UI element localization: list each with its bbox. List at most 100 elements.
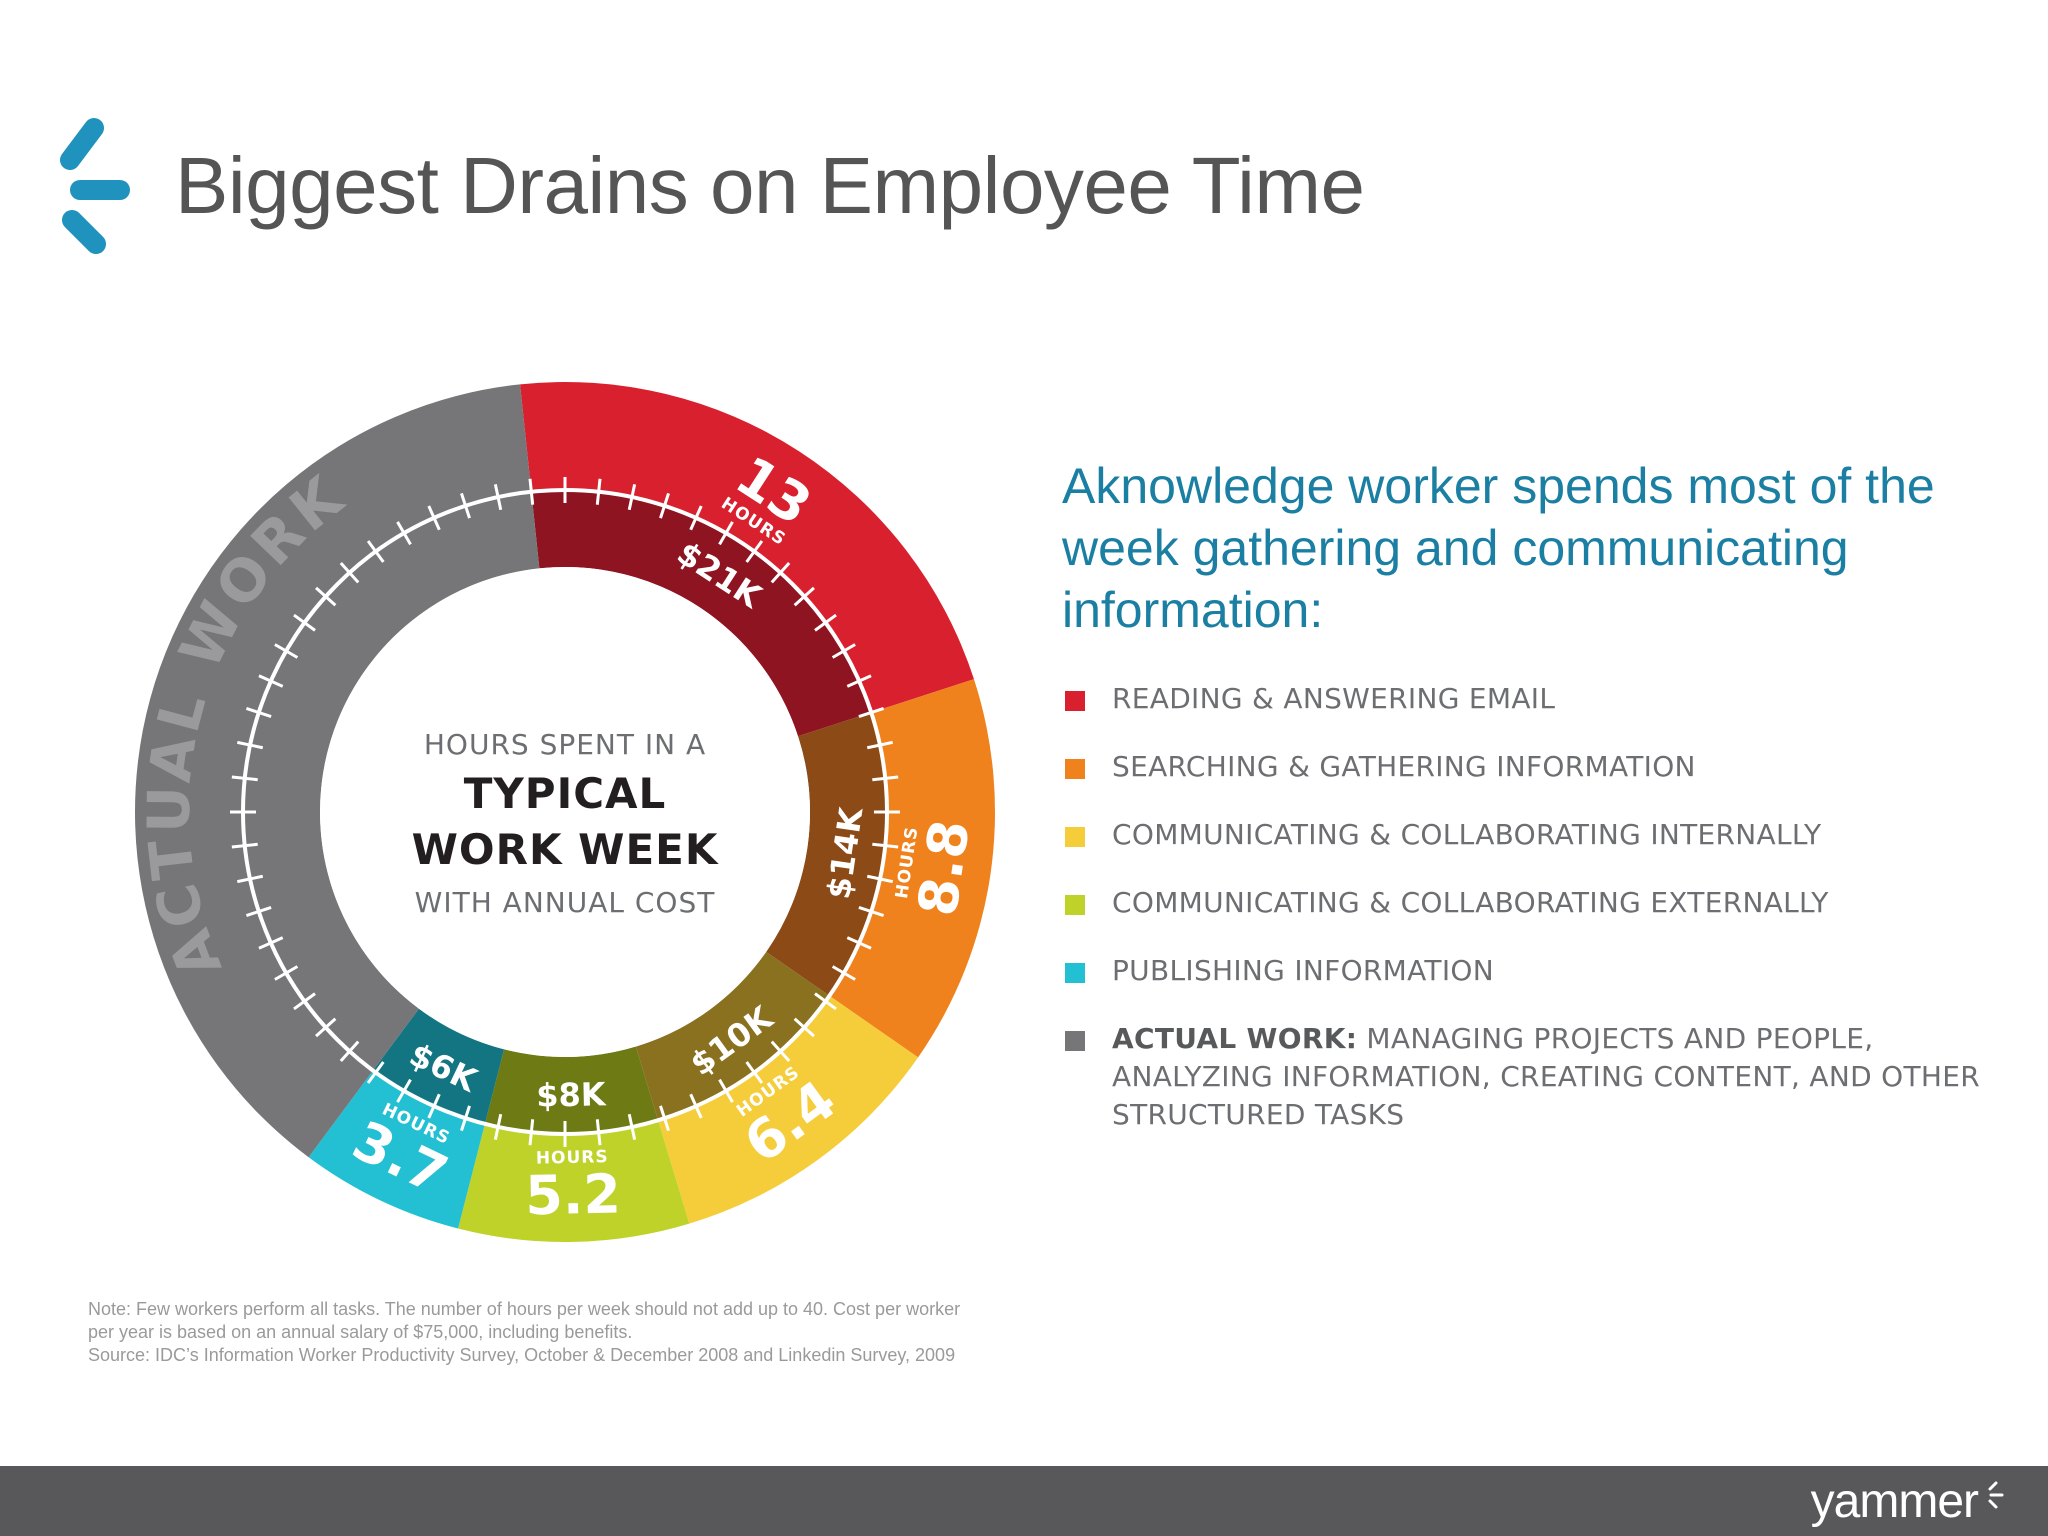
hour-tick [237, 874, 264, 884]
slice-outer-searching-gathering-information [829, 679, 995, 1058]
hour-tick [274, 643, 299, 659]
chart-center [320, 567, 810, 1057]
footer-logo: yammer [1810, 1475, 1979, 1528]
hour-tick [659, 492, 670, 519]
hour-tick [315, 1017, 337, 1038]
note-line-2: per year is based on an annual salary of… [88, 1322, 633, 1342]
hour-tick [595, 1119, 602, 1146]
slice-inner-reading-answering-email [531, 490, 872, 737]
hour-tick [858, 707, 885, 718]
donut-chart: 13HOURS$21K8.8HOURS$14K6.4HOURS$10K5.2HO… [135, 382, 995, 1242]
hour-tick [866, 740, 893, 750]
hour-tick [460, 1105, 471, 1132]
center-text-line2: TYPICAL [464, 769, 667, 818]
hour-tick [427, 1093, 441, 1119]
legend-label: ACTUAL WORK: MANAGING PROJECTS AND PEOPL… [1112, 1020, 2005, 1134]
legend-swatch [1065, 827, 1085, 847]
note-line-3: Source: IDC’s Information Worker Product… [88, 1345, 956, 1365]
legend-label-text: MANAGING PROJECTS AND PEOPLE, ANALYZING … [1112, 1022, 1980, 1131]
legend-label: PUBLISHING INFORMATION [1112, 952, 2005, 990]
hour-tick [858, 906, 885, 917]
legend-label-bold: ACTUAL WORK: [1112, 1022, 1358, 1055]
hour-tick [814, 992, 837, 1011]
footer-bar: yammer [0, 1466, 2048, 1536]
center-text-line3: WORK WEEK [412, 825, 719, 874]
legend-swatch [1065, 691, 1085, 711]
hour-tick [396, 521, 412, 546]
hour-tick [427, 505, 441, 531]
legend-label: READING & ANSWERING EMAIL [1112, 680, 2005, 718]
hour-tick [528, 478, 535, 505]
hour-tick [745, 540, 764, 563]
hour-tick [366, 1061, 385, 1084]
page-title: Biggest Drains on Employee Time [175, 141, 1365, 230]
legend-label-text: READING & ANSWERING EMAIL [1112, 682, 1556, 715]
center-text-line1: HOURS SPENT IN A [424, 728, 706, 761]
slice-inner-publishing-information [373, 1008, 505, 1124]
hour-tick [627, 1113, 637, 1140]
legend-label-text: PUBLISHING INFORMATION [1112, 954, 1494, 987]
hour-tick [689, 1093, 703, 1119]
hour-tick [493, 484, 503, 511]
chart-legend: READING & ANSWERING EMAIL SEARCHING & GAT… [1065, 680, 2005, 1164]
legend-label-text: COMMUNICATING & COLLABORATING INTERNALLY [1112, 818, 1822, 851]
slice-hours-label: 8.8 [906, 816, 982, 920]
slice-outer-communicating-collaborating-internally [658, 995, 919, 1224]
hour-tick [493, 1113, 503, 1140]
legend-label-text: SEARCHING & GATHERING INFORMATION [1112, 750, 1696, 783]
hour-tick [872, 842, 899, 849]
legend-label-text: COMMUNICATING & COLLABORATING EXTERNALLY [1112, 886, 1829, 919]
legend-label: COMMUNICATING & COLLABORATING INTERNALLY [1112, 816, 2005, 854]
hour-tick [718, 521, 734, 546]
hour-tick [237, 740, 264, 750]
hour-tick [846, 936, 872, 950]
note-line-1: Note: Few workers perform all tasks. The… [88, 1299, 961, 1319]
hour-tick [339, 562, 360, 584]
hour-tick [872, 775, 899, 782]
hour-tick [274, 965, 299, 981]
slice-outer-communicating-collaborating-externally [458, 1120, 690, 1242]
slice-hours-unit-label: HOURS [536, 1147, 609, 1169]
legend-label: COMMUNICATING & COLLABORATING EXTERNALLY [1112, 884, 2005, 922]
slice-inner-actual-work [243, 491, 540, 1071]
yammer-mark-small-icon [1988, 1481, 2004, 1509]
hour-tick [814, 613, 837, 632]
legend-item: PUBLISHING INFORMATION [1065, 952, 2005, 990]
hour-tick [258, 674, 284, 688]
slice-outer-actual-work [135, 384, 532, 1158]
hour-tick [595, 478, 602, 505]
hour-tick [793, 1017, 815, 1038]
hour-tick [293, 992, 316, 1011]
legend-label: SEARCHING & GATHERING INFORMATION [1112, 748, 2005, 786]
hour-tick [718, 1078, 734, 1103]
hour-tick [245, 906, 272, 917]
hour-tick [258, 936, 284, 950]
hour-tick [770, 562, 791, 584]
slice-inner-communicating-collaborating-externally [484, 1046, 659, 1134]
hour-tick [231, 775, 258, 782]
slice-inner-communicating-collaborating-internally [635, 951, 830, 1121]
slice-cost-label: $8K [536, 1075, 607, 1114]
slice-hours-label: 5.2 [525, 1162, 622, 1227]
hour-tick [315, 586, 337, 607]
hour-tick [460, 492, 471, 519]
legend-item: COMMUNICATING & COLLABORATING EXTERNALLY [1065, 884, 2005, 922]
hour-tick [793, 586, 815, 607]
hour-tick [866, 874, 893, 884]
hour-tick [528, 1119, 535, 1146]
hour-tick [396, 1078, 412, 1103]
center-text-line4: WITH ANNUAL COST [415, 886, 716, 919]
source-note: Note: Few workers perform all tasks. The… [88, 1298, 1088, 1367]
hour-tick [339, 1040, 360, 1062]
slice-outer-reading-answering-email [520, 382, 974, 713]
hour-tick [366, 540, 385, 563]
legend-item: READING & ANSWERING EMAIL [1065, 680, 2005, 718]
hour-tick [770, 1040, 791, 1062]
legend-swatch [1065, 1031, 1085, 1051]
hour-tick [659, 1105, 670, 1132]
hour-tick [689, 505, 703, 531]
hour-tick [846, 674, 872, 688]
legend-item: SEARCHING & GATHERING INFORMATION [1065, 748, 2005, 786]
hour-tick [245, 707, 272, 718]
hour-tick [293, 613, 316, 632]
